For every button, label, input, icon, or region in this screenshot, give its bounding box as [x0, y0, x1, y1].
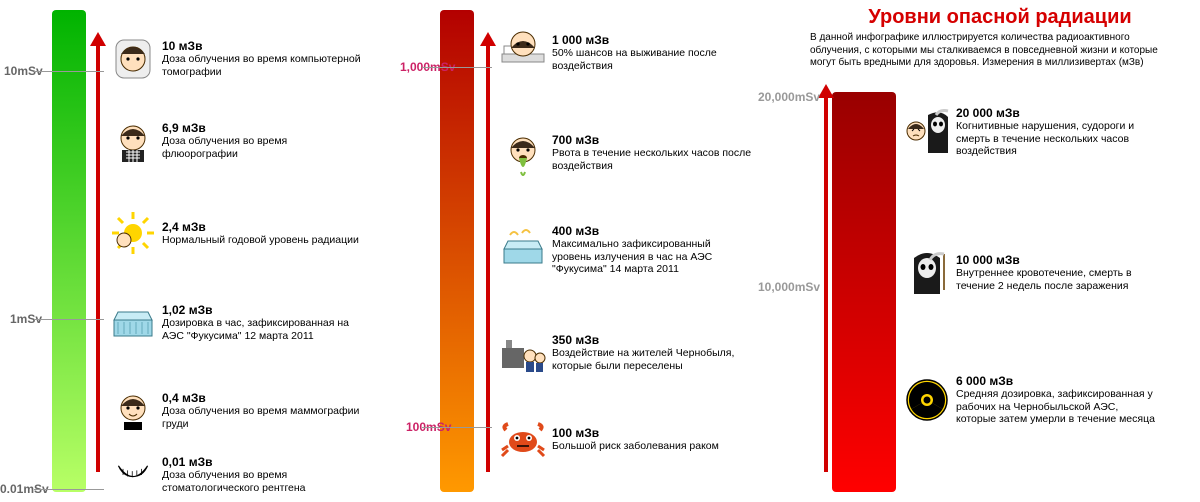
- dose-item: 20 000 мЗвКогнитивные нарушения, судорог…: [904, 106, 1156, 158]
- dose-value: 0,01 мЗв: [162, 455, 362, 469]
- dose-value: 10 мЗв: [162, 39, 362, 53]
- people-icon: [500, 330, 546, 376]
- dose-value: 100 мЗв: [552, 426, 719, 440]
- dose-desc: Дозировка в час, зафиксированная на АЭС …: [162, 317, 362, 342]
- dose-item: 700 мЗвРвота в течение нескольких часов …: [500, 130, 752, 176]
- tick: [34, 319, 104, 320]
- dose-desc: Внутреннее кровотечение, смерть в течени…: [956, 267, 1156, 292]
- teeth-icon: [110, 452, 156, 498]
- dose-desc: Воздействие на жителей Чернобыля, которы…: [552, 347, 752, 372]
- dose-item: 0,4 мЗвДоза облучения во время маммограф…: [110, 388, 362, 434]
- dose-value: 10 000 мЗв: [956, 253, 1156, 267]
- reaper2-icon: [904, 109, 950, 155]
- scale-label: 10,000mSv: [758, 280, 820, 294]
- dose-value: 6,9 мЗв: [162, 121, 362, 135]
- dose-item: 350 мЗвВоздействие на жителей Чернобыля,…: [500, 330, 752, 376]
- dose-desc: Нормальный годовой уровень радиации: [162, 234, 359, 247]
- dose-value: 1,02 мЗв: [162, 303, 362, 317]
- dose-value: 400 мЗв: [552, 224, 752, 238]
- panel-2: 1,000mSv100mSv1 000 мЗв50% шансов на выж…: [400, 0, 800, 502]
- scale-bar: [832, 92, 896, 492]
- dose-desc: 50% шансов на выживание после воздействи…: [552, 47, 752, 72]
- plant2-icon: [500, 227, 546, 273]
- radiation-infographic: 10mSv1mSv0.01mSv10 мЗвДоза облучения во …: [0, 0, 1200, 502]
- dose-item: 400 мЗвМаксимально зафиксированный урове…: [500, 224, 752, 276]
- bed-icon: [500, 30, 546, 76]
- dose-item: 2,4 мЗвНормальный годовой уровень радиац…: [110, 210, 359, 256]
- dose-desc: Максимально зафиксированный уровень излу…: [552, 238, 752, 276]
- dose-value: 700 мЗв: [552, 133, 752, 147]
- xray-icon: [110, 118, 156, 164]
- tick: [34, 71, 104, 72]
- ct-icon: [110, 36, 156, 82]
- dose-item: 10 000 мЗвВнутреннее кровотечение, смерт…: [904, 250, 1156, 296]
- dose-value: 1 000 мЗв: [552, 33, 752, 47]
- dose-value: 2,4 мЗв: [162, 220, 359, 234]
- tick: [34, 489, 104, 490]
- dose-desc: Средняя дозировка, зафиксированная у раб…: [956, 388, 1156, 426]
- crab-icon: [500, 416, 546, 462]
- page-subtitle: В данной инфографике иллюстрируется коли…: [810, 32, 1180, 70]
- dose-desc: Доза облучения во время флюорографии: [162, 135, 362, 160]
- page-title: Уровни опасной радиации: [800, 6, 1200, 29]
- dose-item: 100 мЗвБольшой риск заболевания раком: [500, 416, 719, 462]
- dose-item: 10 мЗвДоза облучения во время компьютерн…: [110, 36, 362, 82]
- plant-icon: [110, 300, 156, 346]
- arrow-up: [824, 96, 828, 472]
- dose-value: 0,4 мЗв: [162, 391, 362, 405]
- dose-item: 1 000 мЗв50% шансов на выживание после в…: [500, 30, 752, 76]
- arrow-up: [486, 44, 490, 472]
- dose-desc: Рвота в течение нескольких часов после в…: [552, 147, 752, 172]
- sun-icon: [110, 210, 156, 256]
- dose-desc: Доза облучения во время стоматологическо…: [162, 469, 362, 494]
- reaper-icon: [904, 250, 950, 296]
- mammo-icon: [110, 388, 156, 434]
- tick: [422, 427, 492, 428]
- vomit-icon: [500, 130, 546, 176]
- arrow-up: [96, 44, 100, 472]
- scale-bar: [52, 10, 86, 492]
- tick: [422, 67, 492, 68]
- dose-value: 6 000 мЗв: [956, 374, 1156, 388]
- dose-item: 6,9 мЗвДоза облучения во время флюорогра…: [110, 118, 362, 164]
- dose-item: 0,01 мЗвДоза облучения во время стоматол…: [110, 452, 362, 498]
- panel-3: 20,000mSv10,000mSv20 000 мЗвКогнитивные …: [800, 0, 1200, 502]
- dose-value: 20 000 мЗв: [956, 106, 1156, 120]
- dose-desc: Доза облучения во время маммографии груд…: [162, 405, 362, 430]
- dose-desc: Доза облучения во время компьютерной том…: [162, 53, 362, 78]
- dose-item: 6 000 мЗвСредняя дозировка, зафиксирован…: [904, 374, 1156, 426]
- radia-icon: [904, 377, 950, 423]
- panel-1: 10mSv1mSv0.01mSv10 мЗвДоза облучения во …: [0, 0, 400, 502]
- dose-desc: Когнитивные нарушения, судороги и смерть…: [956, 120, 1156, 158]
- dose-desc: Большой риск заболевания раком: [552, 440, 719, 453]
- dose-item: 1,02 мЗвДозировка в час, зафиксированная…: [110, 300, 362, 346]
- scale-label: 20,000mSv: [758, 90, 820, 104]
- dose-value: 350 мЗв: [552, 333, 752, 347]
